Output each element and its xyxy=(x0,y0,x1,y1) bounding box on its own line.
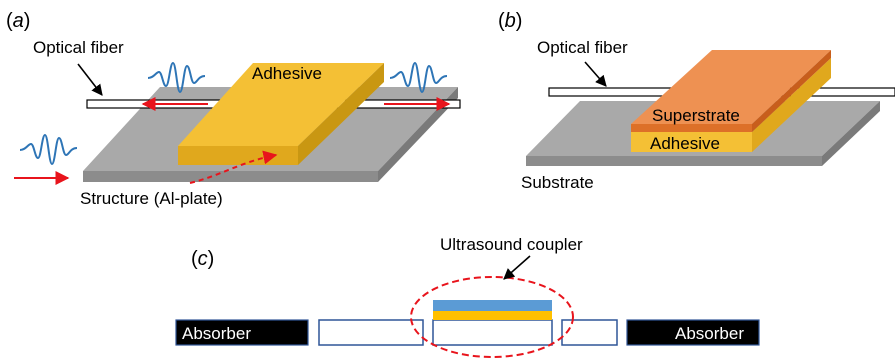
coupler-pointer xyxy=(503,255,531,280)
optical-fiber-label-b: Optical fiber xyxy=(537,38,628,57)
adhesive-label-a: Adhesive xyxy=(252,64,322,83)
segment-box-2 xyxy=(432,319,553,346)
adhesive-top xyxy=(178,63,384,146)
panel-a-tag: (a) xyxy=(6,10,30,32)
adhesive-b-side xyxy=(752,58,831,152)
segment-box-1 xyxy=(318,319,424,346)
absorber-left-label: Absorber xyxy=(182,324,251,343)
coupler-yellow-layer xyxy=(433,311,552,320)
adhesive-b-front xyxy=(631,132,752,152)
adhesive-front xyxy=(178,146,298,165)
plate-front xyxy=(83,171,378,182)
superstrate-top xyxy=(631,50,831,124)
superstrate-label: Superstrate xyxy=(652,106,740,125)
absorber-left-box xyxy=(175,319,309,346)
superstrate xyxy=(631,50,831,132)
coupler-blue-layer xyxy=(433,300,552,311)
wave-packet-input xyxy=(19,133,78,166)
adhesive-label-b: Adhesive xyxy=(650,134,720,153)
ultrasound-coupler-label: Ultrasound coupler xyxy=(440,235,583,254)
panel-a: (a) Optical fiber Adhesiv xyxy=(6,10,461,208)
panel-c: (c) Absorber Absorber Ultrasound coupler xyxy=(175,235,760,358)
adhesive-side xyxy=(298,63,384,165)
superstrate-side xyxy=(752,50,831,132)
substrate-side xyxy=(822,101,880,166)
wave-packet-top-left xyxy=(147,61,206,94)
panel-b: (b) Optical fiber Superstrate Adhesive S… xyxy=(498,10,895,192)
coupler-highlight-ellipse xyxy=(410,276,574,358)
substrate-label: Substrate xyxy=(521,173,594,192)
optical-fiber-label-a: Optical fiber xyxy=(33,38,124,57)
wave-packet-top-right xyxy=(389,61,448,94)
fiber-pointer-a xyxy=(77,63,103,96)
panel-c-tag: (c) xyxy=(191,248,214,270)
superstrate-front xyxy=(631,124,752,132)
absorber-right-label: Absorber xyxy=(675,324,744,343)
adhesive-layer-b xyxy=(631,58,831,152)
segment-box-3 xyxy=(561,319,618,346)
panel-b-tag: (b) xyxy=(498,10,522,32)
structure-label: Structure (Al-plate) xyxy=(80,189,223,208)
fiber-pointer-b xyxy=(584,61,607,87)
absorber-right-box xyxy=(626,319,760,346)
substrate-front xyxy=(526,156,822,166)
